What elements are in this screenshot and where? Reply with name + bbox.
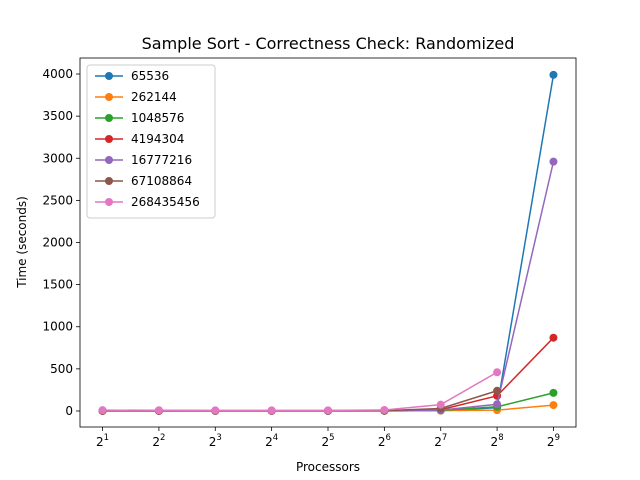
x-tick-label: 26 xyxy=(378,433,391,449)
data-point xyxy=(98,406,107,415)
data-point xyxy=(549,157,558,166)
axes-frame xyxy=(79,57,577,428)
legend-label: 1048576 xyxy=(131,111,184,125)
plot-area: 21 22 23 24 25 26 27 28 29 0 500 1000 1500 2000 2500 30… xyxy=(42,57,577,449)
y-tick-label: 500 xyxy=(50,362,73,376)
data-point xyxy=(380,405,389,414)
x-tick-label: 27 xyxy=(434,433,447,449)
data-point xyxy=(493,386,502,395)
legend-marker xyxy=(105,93,113,101)
data-point xyxy=(324,406,332,415)
y-tick-label: 2000 xyxy=(42,236,73,250)
y-tick-label: 4000 xyxy=(42,67,73,81)
legend-label: 67108864 xyxy=(131,174,192,188)
legend-marker xyxy=(105,72,113,80)
y-tick-label: 1000 xyxy=(42,320,73,334)
data-point xyxy=(549,401,558,410)
legend-label: 268435456 xyxy=(131,195,200,209)
data-point xyxy=(549,333,558,342)
x-tick-label: 24 xyxy=(265,433,278,449)
y-axis-label: Time (seconds) xyxy=(15,196,29,289)
legend-marker xyxy=(105,177,113,185)
series-line xyxy=(102,371,498,412)
legend-label: 65536 xyxy=(131,69,169,83)
data-point xyxy=(267,406,276,415)
legend-box xyxy=(86,64,216,219)
x-tick-label: 22 xyxy=(152,433,165,449)
legend: 65536 262144 1048576 4194304 16777216 6710886… xyxy=(86,64,216,219)
x-tick-label: 23 xyxy=(209,433,222,449)
data-point xyxy=(211,406,220,415)
x-tick-label: 21 xyxy=(96,433,109,449)
data-point xyxy=(549,70,558,79)
legend-label: 4194304 xyxy=(131,132,184,146)
data-point xyxy=(493,400,502,409)
legend-marker xyxy=(105,156,113,164)
y-tick-label: 2500 xyxy=(42,193,73,207)
y-tick-label: 1500 xyxy=(42,278,73,292)
legend-marker xyxy=(105,198,113,206)
data-point xyxy=(549,388,558,397)
legend-marker xyxy=(105,114,113,122)
y-tick-label: 3000 xyxy=(42,151,73,165)
data-point xyxy=(154,406,163,415)
data-point xyxy=(493,368,502,377)
data-point xyxy=(436,400,445,409)
legend-label: 16777216 xyxy=(131,153,192,167)
x-tick-label: 29 xyxy=(547,433,560,449)
legend-label: 262144 xyxy=(131,90,177,104)
x-tick-label: 25 xyxy=(321,433,334,449)
chart-title: Sample Sort - Correctness Check: Randomi… xyxy=(142,34,515,53)
x-axis-label: Processors xyxy=(296,460,360,474)
y-tick-label: 0 xyxy=(65,404,73,418)
y-tick-label: 3500 xyxy=(42,109,73,123)
x-tick-label: 28 xyxy=(491,433,504,449)
legend-marker xyxy=(105,135,113,143)
